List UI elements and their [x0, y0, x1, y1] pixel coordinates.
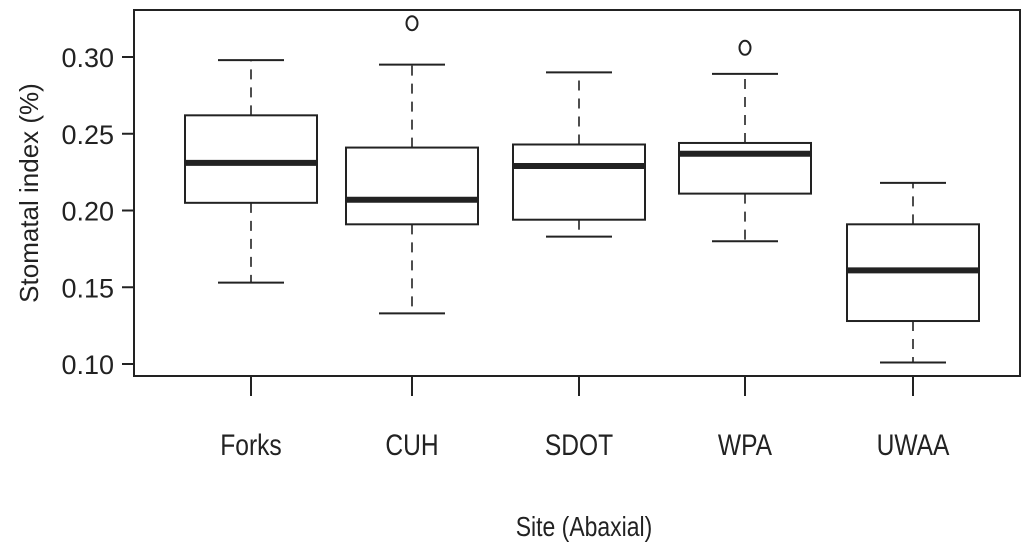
y-tick-label: 0.30: [61, 43, 114, 73]
y-tick-label: 0.25: [61, 120, 114, 150]
box-forks: [184, 59, 318, 284]
iqr-box: [184, 114, 318, 204]
boxes: [184, 15, 980, 364]
iqr-box: [345, 146, 479, 226]
y-axis-label: Stomatal index (%): [14, 83, 44, 303]
x-tick-label: UWAA: [877, 428, 950, 462]
x-tick-label: WPA: [718, 428, 773, 462]
x-tick-label: Forks: [220, 428, 281, 462]
box-cuh: [345, 15, 479, 315]
outlier-point: [738, 39, 752, 56]
x-tick-label: CUH: [385, 428, 438, 462]
x-tick-label: SDOT: [545, 428, 614, 462]
outlier-point: [405, 15, 419, 32]
x-axis: Forks CUH SDOT WPA UWAA: [220, 376, 950, 462]
box-sdot: [512, 71, 646, 238]
x-axis-label: Site (Abaxial): [516, 512, 652, 543]
iqr-box: [512, 143, 646, 221]
y-tick-label: 0.20: [61, 197, 114, 227]
y-axis: 0.10 0.15 0.20 0.25 0.30: [61, 43, 134, 380]
iqr-box: [678, 141, 812, 195]
y-tick-label: 0.10: [61, 350, 114, 380]
box-wpa: [678, 39, 812, 243]
y-tick-label: 0.15: [61, 273, 114, 303]
plot-frame: [133, 9, 1021, 377]
box-uwaa: [846, 181, 980, 364]
